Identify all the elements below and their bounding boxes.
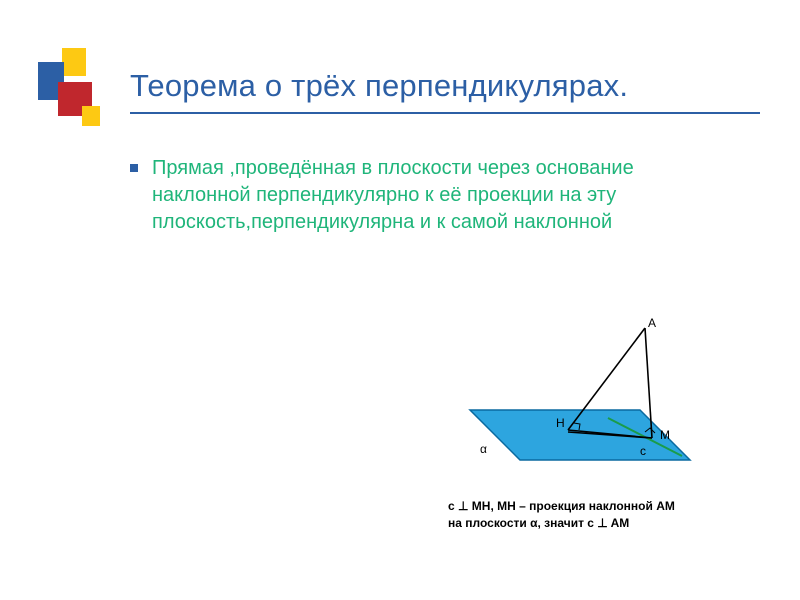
slide-title: Теорема о трёх перпендикулярах. xyxy=(130,68,628,104)
caption-line-2: на плоскости α, значит c ⊥ AM xyxy=(448,515,675,532)
dec-square-yellow-1 xyxy=(62,48,86,76)
diagram-caption: c ⊥ MH, MH – проекция наклонной AM на пл… xyxy=(448,498,675,532)
label-H: H xyxy=(556,416,565,430)
plane-shape xyxy=(470,410,690,460)
label-A: A xyxy=(648,316,656,330)
title-underline xyxy=(130,112,760,114)
dec-square-yellow-2 xyxy=(82,106,100,126)
corner-decoration xyxy=(38,48,118,128)
bullet-icon xyxy=(130,164,138,172)
body-bullet: Прямая ,проведённая в плоскости через ос… xyxy=(130,155,720,236)
label-alpha: α xyxy=(480,442,487,456)
caption-line-1: c ⊥ MH, MH – проекция наклонной AM xyxy=(448,498,675,515)
label-M: M xyxy=(660,428,670,442)
theorem-text: Прямая ,проведённая в плоскости через ос… xyxy=(152,155,720,236)
geometry-diagram: A H M α c xyxy=(440,320,740,500)
label-c: c xyxy=(640,444,646,458)
